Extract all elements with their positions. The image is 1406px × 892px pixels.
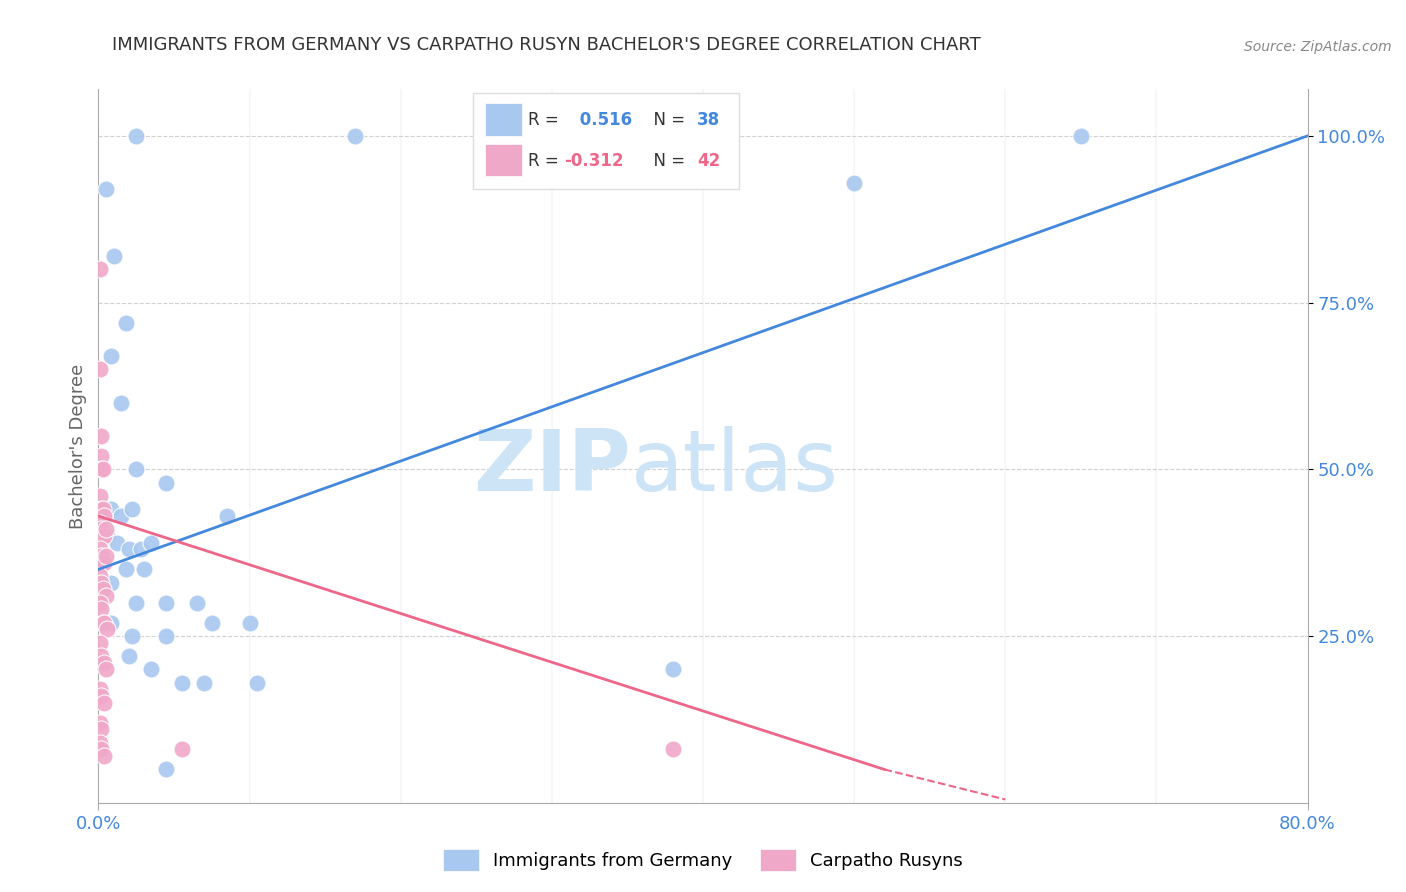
Legend: Immigrants from Germany, Carpatho Rusyns: Immigrants from Germany, Carpatho Rusyns [436, 842, 970, 879]
Point [114, 316, 136, 330]
Point [90, 462, 112, 476]
Point [89, 569, 111, 583]
Point [90, 649, 112, 664]
Text: IMMIGRANTS FROM GERMANY VS CARPATHO RUSYN BACHELOR'S DEGREE CORRELATION CHART: IMMIGRANTS FROM GERMANY VS CARPATHO RUSY… [112, 36, 981, 54]
Text: 38: 38 [697, 111, 720, 128]
Point [155, 596, 177, 610]
Point [89, 489, 111, 503]
Point [100, 575, 122, 590]
Text: 0.516: 0.516 [574, 111, 631, 128]
Point [170, 675, 193, 690]
Point [89, 596, 111, 610]
Point [91, 615, 114, 630]
Text: N =: N = [643, 152, 690, 169]
Point [186, 596, 208, 610]
Point [662, 742, 685, 756]
Point [90, 429, 112, 443]
Text: 42: 42 [697, 152, 720, 169]
Point [93, 656, 115, 670]
Text: Source: ZipAtlas.com: Source: ZipAtlas.com [1244, 39, 1392, 54]
Point [110, 395, 132, 409]
Point [89, 516, 111, 530]
Point [93, 509, 115, 524]
Point [94, 589, 117, 603]
Point [90, 549, 112, 563]
Point [90, 502, 112, 516]
Point [89, 542, 111, 557]
Point [90, 575, 112, 590]
Point [193, 675, 215, 690]
Point [155, 629, 177, 643]
Point [105, 535, 128, 549]
Point [90, 602, 112, 616]
Text: ZIP: ZIP [472, 425, 630, 509]
Point [844, 176, 866, 190]
Point [155, 475, 177, 490]
Point [91, 462, 114, 476]
Point [129, 542, 152, 557]
Point [96, 623, 118, 637]
Point [89, 362, 111, 376]
Point [121, 629, 143, 643]
Point [100, 615, 122, 630]
Point [155, 763, 177, 777]
Point [215, 509, 238, 524]
Point [93, 696, 115, 710]
Bar [485, 145, 522, 177]
Point [170, 742, 193, 756]
Text: R =: R = [527, 152, 564, 169]
Y-axis label: Bachelor's Degree: Bachelor's Degree [69, 363, 87, 529]
Point [94, 522, 117, 536]
Point [94, 182, 117, 196]
Point [93, 749, 115, 764]
Point [141, 535, 163, 549]
Point [93, 529, 115, 543]
Point [100, 502, 122, 516]
Point [121, 502, 143, 516]
Text: N =: N = [643, 111, 690, 128]
Bar [474, 93, 740, 189]
Point [94, 662, 117, 676]
Point [125, 128, 148, 143]
Point [89, 682, 111, 697]
Point [103, 249, 125, 263]
Point [90, 522, 112, 536]
Point [239, 615, 262, 630]
Point [246, 675, 269, 690]
Point [93, 556, 115, 570]
Point [89, 262, 111, 277]
Point [125, 462, 148, 476]
Text: R =: R = [527, 111, 564, 128]
Point [90, 742, 112, 756]
Point [344, 128, 367, 143]
Point [89, 736, 111, 750]
Point [1070, 128, 1092, 143]
Text: atlas: atlas [630, 425, 838, 509]
Point [96, 529, 118, 543]
Point [110, 509, 132, 524]
Point [141, 662, 163, 676]
Point [94, 549, 117, 563]
Point [100, 349, 122, 363]
Point [91, 582, 114, 597]
Point [89, 715, 111, 730]
Point [91, 502, 114, 516]
Point [118, 542, 141, 557]
Point [125, 596, 148, 610]
Text: -0.312: -0.312 [564, 152, 623, 169]
Point [132, 562, 155, 576]
Point [89, 636, 111, 650]
Point [662, 662, 685, 676]
Point [201, 615, 224, 630]
Point [93, 615, 115, 630]
Point [118, 649, 141, 664]
Point [90, 723, 112, 737]
Point [90, 689, 112, 703]
Point [90, 449, 112, 463]
Point [91, 529, 114, 543]
Point [114, 562, 136, 576]
Bar [485, 103, 522, 136]
